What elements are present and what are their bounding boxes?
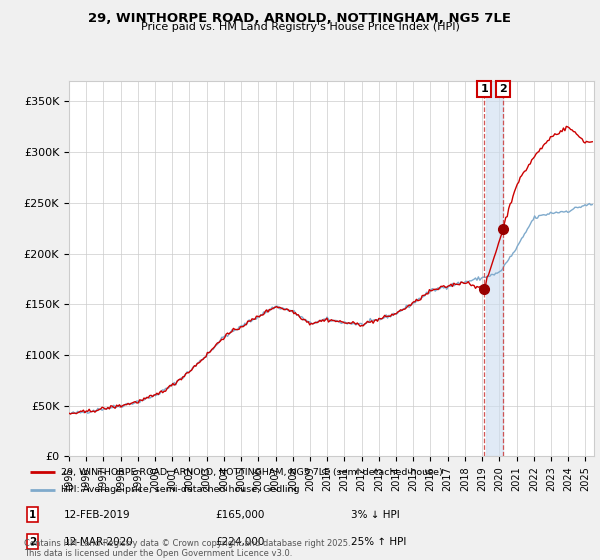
Text: 1: 1	[29, 510, 36, 520]
Text: 12-FEB-2019: 12-FEB-2019	[64, 510, 130, 520]
Text: 2: 2	[499, 85, 507, 94]
Text: 2: 2	[29, 536, 36, 547]
Text: Price paid vs. HM Land Registry's House Price Index (HPI): Price paid vs. HM Land Registry's House …	[140, 22, 460, 32]
Text: 12-MAR-2020: 12-MAR-2020	[64, 536, 133, 547]
Text: Contains HM Land Registry data © Crown copyright and database right 2025.
This d: Contains HM Land Registry data © Crown c…	[24, 539, 350, 558]
Text: 25% ↑ HPI: 25% ↑ HPI	[351, 536, 406, 547]
Text: HPI: Average price, semi-detached house, Gedling: HPI: Average price, semi-detached house,…	[61, 485, 299, 494]
Text: £224,000: £224,000	[216, 536, 265, 547]
Text: 29, WINTHORPE ROAD, ARNOLD, NOTTINGHAM, NG5 7LE (semi-detached house): 29, WINTHORPE ROAD, ARNOLD, NOTTINGHAM, …	[61, 468, 442, 477]
Text: £165,000: £165,000	[216, 510, 265, 520]
Text: 29, WINTHORPE ROAD, ARNOLD, NOTTINGHAM, NG5 7LE: 29, WINTHORPE ROAD, ARNOLD, NOTTINGHAM, …	[89, 12, 511, 25]
Text: 3% ↓ HPI: 3% ↓ HPI	[351, 510, 400, 520]
Text: 1: 1	[481, 85, 488, 94]
